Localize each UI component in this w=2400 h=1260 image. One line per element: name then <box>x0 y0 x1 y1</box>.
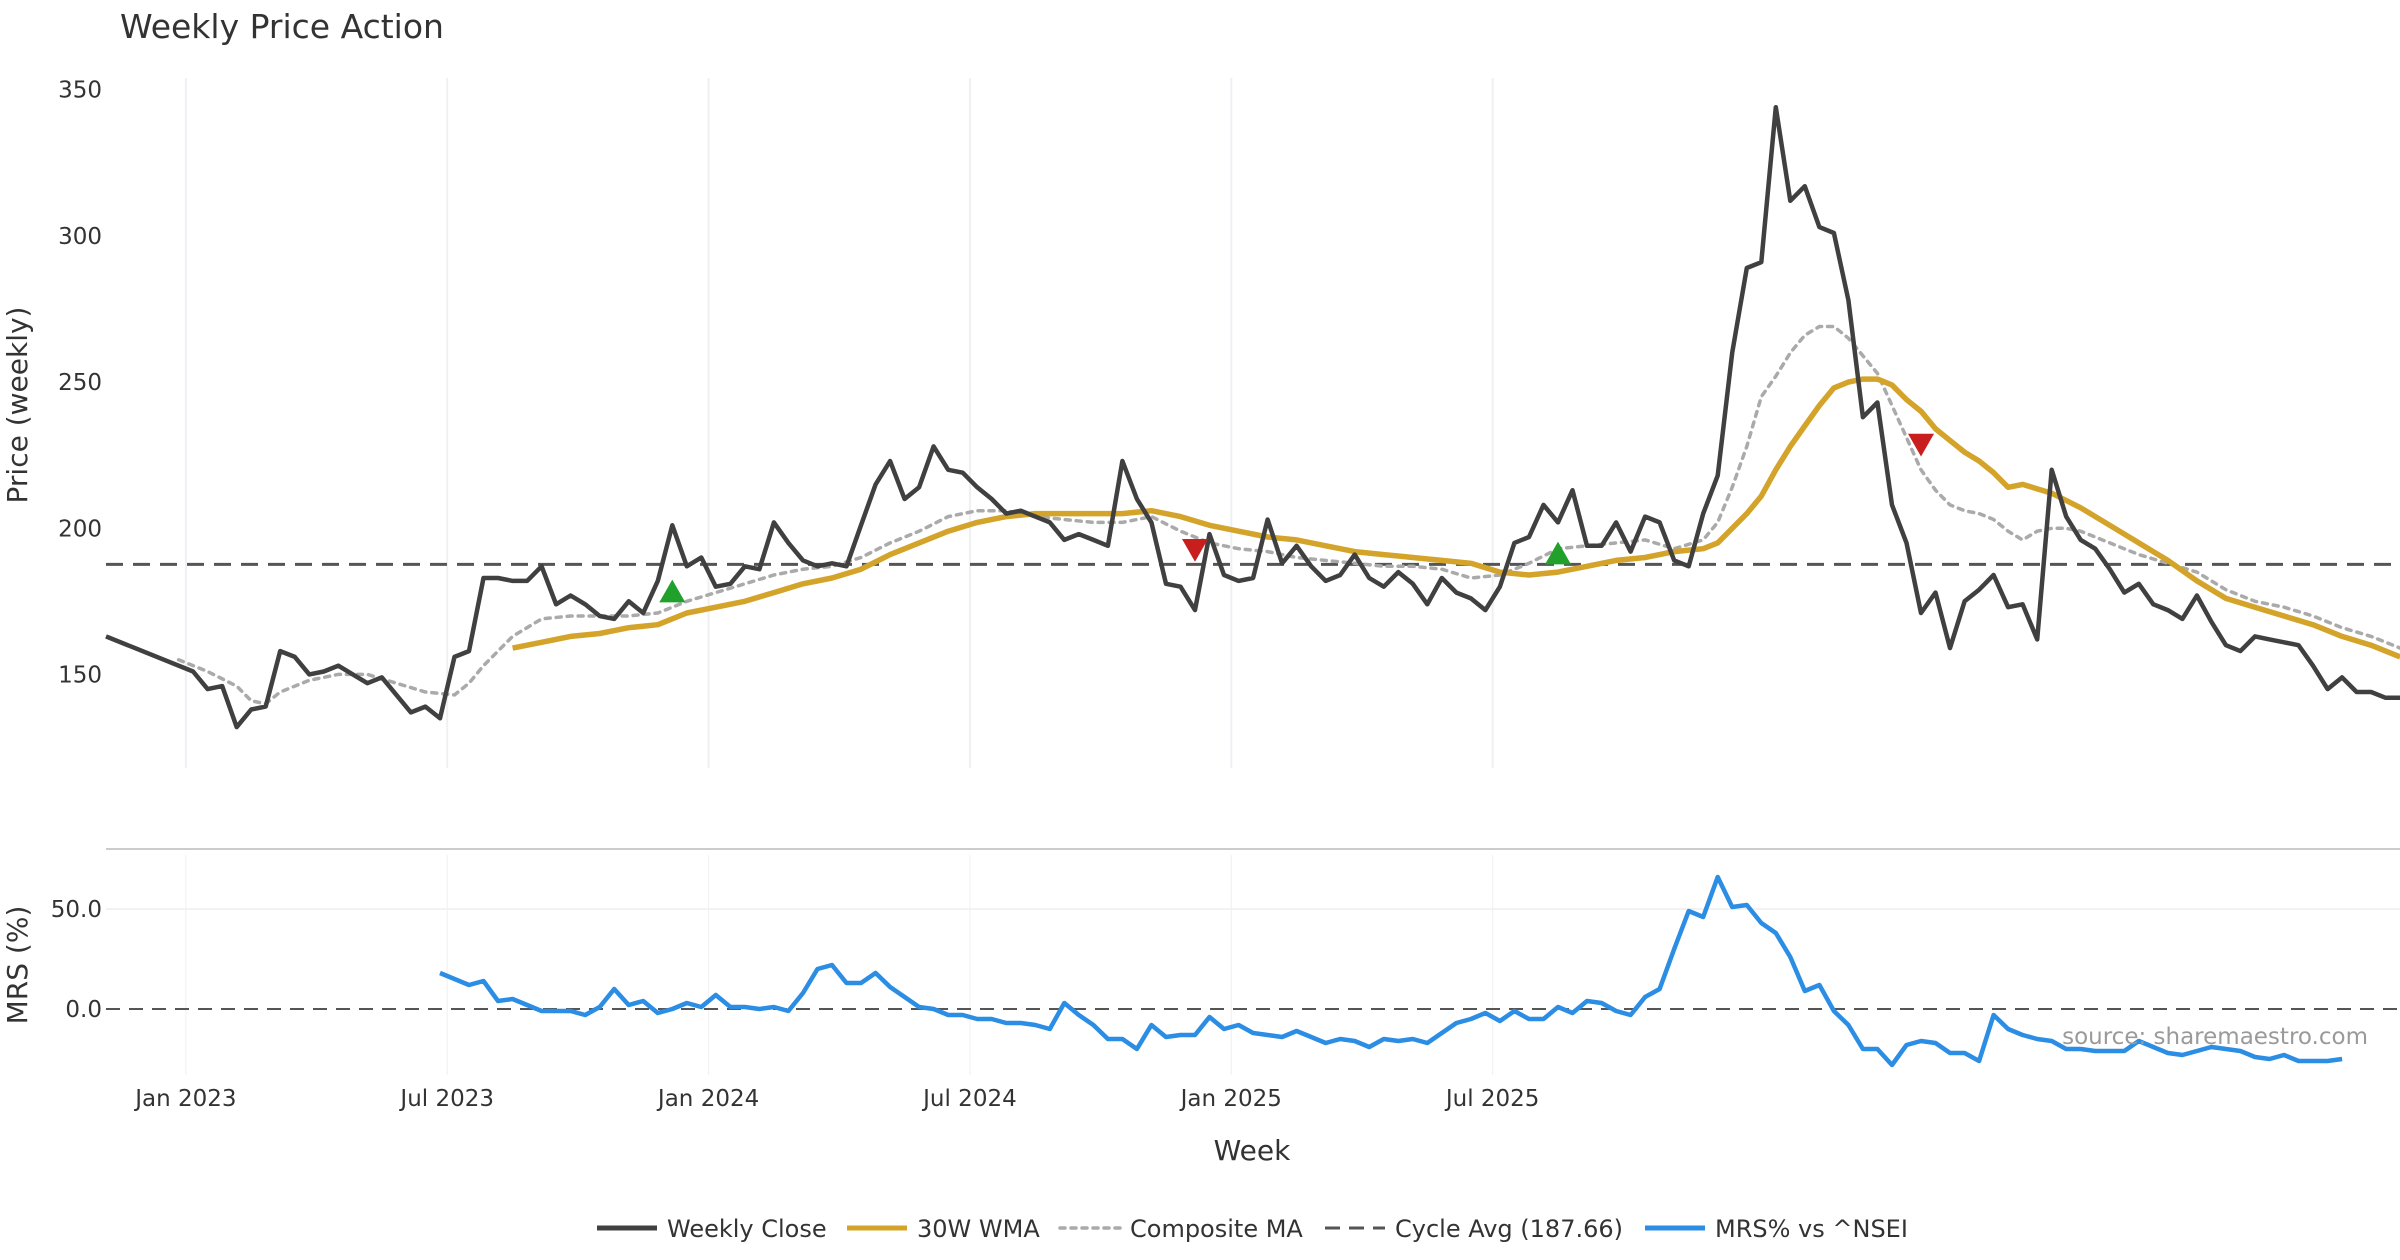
close-line <box>105 104 2400 730</box>
mrs-series <box>439 874 2343 1068</box>
price-y-tick: 300 <box>58 224 102 250</box>
price-y-ticks: 150 200 250 300 350 <box>58 78 102 689</box>
price-panel: 150 200 250 300 350 Price (weekly) <box>1 78 2400 768</box>
x-axis-ticks: Jan 2023 Jul 2023 Jan 2024 Jul 2024 Jan 2025… <box>133 1086 1539 1112</box>
mrs-panel: 0.0 50.0 MRS (%) source: sharemaestro.com <box>1 855 2400 1075</box>
legend-label-wma: 30W WMA <box>917 1215 1040 1243</box>
price-y-tick: 200 <box>58 516 102 542</box>
mrs-y-tick: 50.0 <box>51 897 102 923</box>
price-y-tick: 250 <box>58 370 102 396</box>
legend-label-cycle: Cycle Avg (187.66) <box>1395 1215 1623 1243</box>
x-axis-label: Week <box>1214 1134 1291 1167</box>
legend-label-mrs: MRS% vs ^NSEI <box>1715 1215 1908 1243</box>
price-y-axis-label: Price (weekly) <box>1 307 34 504</box>
x-tick-label: Jul 2025 <box>1444 1086 1540 1112</box>
price-y-tick: 150 <box>58 662 102 688</box>
composite-line <box>176 324 2400 706</box>
chart-title: Weekly Price Action <box>120 7 444 46</box>
buy-signal-marker <box>1545 541 1571 565</box>
wma-line <box>512 376 2400 660</box>
source-note: source: sharemaestro.com <box>2062 1024 2368 1050</box>
mrs-y-axis-label: MRS (%) <box>1 906 34 1025</box>
mrs-grid <box>106 855 2400 1075</box>
x-tick-label: Jul 2023 <box>398 1086 494 1112</box>
price-grid <box>184 78 1494 768</box>
sell-signal-marker <box>1908 433 1934 457</box>
legend-label-close: Weekly Close <box>667 1215 827 1243</box>
buy-signal-marker <box>659 579 686 603</box>
x-tick-label: Jan 2025 <box>1179 1086 1282 1112</box>
price-series <box>105 104 2400 730</box>
legend: Weekly Close 30W WMA Composite MA Cycle Avg… <box>597 1215 1908 1243</box>
signal-markers <box>659 433 1934 603</box>
x-tick-label: Jan 2023 <box>133 1086 236 1112</box>
legend-label-composite: Composite MA <box>1130 1215 1303 1243</box>
mrs-y-ticks: 0.0 50.0 <box>51 897 102 1023</box>
sell-signal-marker <box>1182 538 1208 562</box>
x-tick-label: Jan 2024 <box>656 1086 759 1112</box>
x-tick-label: Jul 2024 <box>921 1086 1017 1112</box>
mrs-y-tick: 0.0 <box>65 997 102 1023</box>
mrs-line <box>439 874 2343 1068</box>
price-y-tick: 350 <box>58 78 102 104</box>
